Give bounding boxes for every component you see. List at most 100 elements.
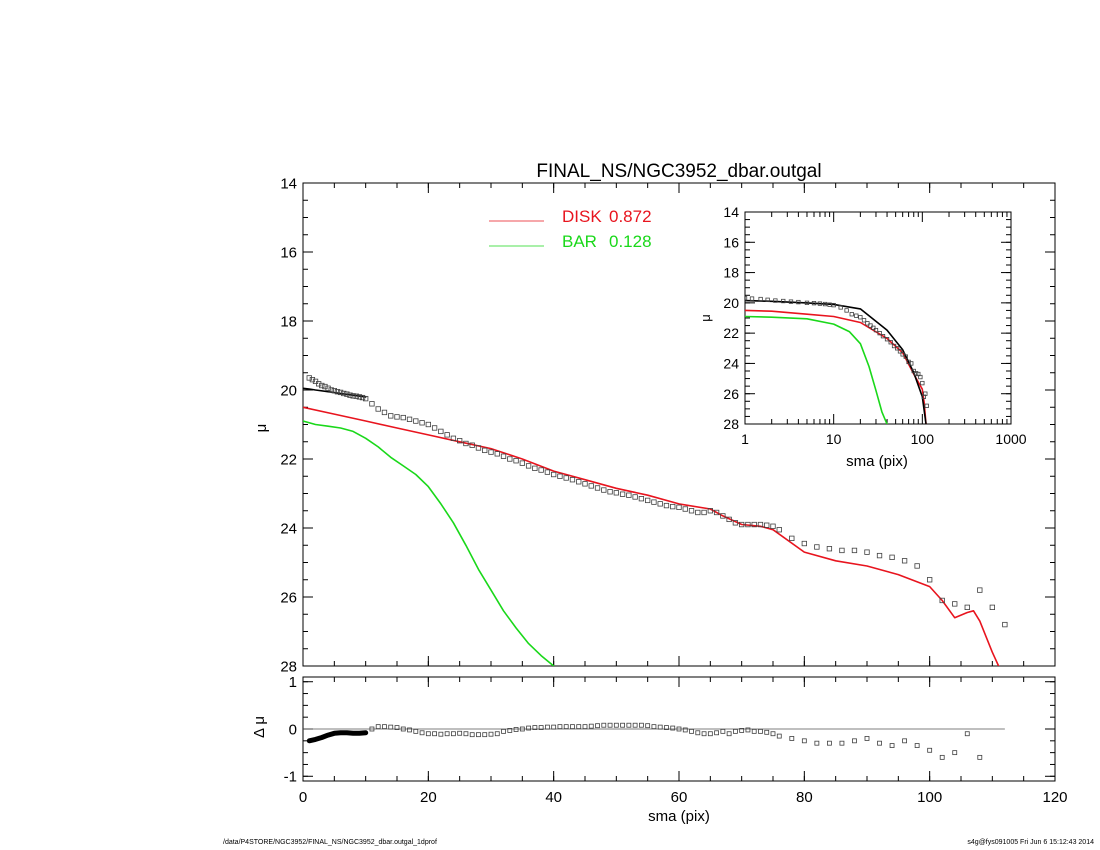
residual-residual-points-point [977,754,983,760]
residual-residual-points-point [488,731,494,737]
inset-data-point [909,361,914,366]
inset-data-point [804,300,810,306]
inset-xtick-label: 10 [826,431,842,447]
main-data-point [789,535,795,541]
main-tick-labels: 14 16 18 20 22 24 26 28 [280,175,297,675]
residual-residual-points-point [382,724,387,730]
main-data-point [751,521,757,528]
inset-bar-line [745,315,888,424]
main-data-point [538,467,544,473]
main-data-point [494,451,500,457]
main-ytick-label: 28 [280,658,297,675]
main-ytick-label: 20 [280,382,297,399]
main-data-point [713,509,720,516]
main-data-point [551,471,557,478]
inset-data-point [844,308,849,313]
main-data-point [513,458,519,464]
main-data-point [977,587,983,593]
main-data-point [939,597,945,604]
main-data-point [582,481,588,487]
inset-data-point [849,312,854,317]
inset-xtick-label: 100 [911,431,935,447]
main-data-point [406,416,413,422]
main-ytick-label: 18 [280,313,297,330]
main-data-point [334,389,341,395]
inset-data-point [900,352,905,357]
inset-disk-line [745,309,927,424]
main-data-point [359,394,366,401]
main-data-point [353,393,359,399]
footer-file-path: /data/P4STORE/NGC3952/FINAL_NS/NGC3952_d… [223,839,437,846]
main-data-point [952,601,958,607]
main-data-point [776,527,782,533]
residual-ytick-label: 1 [289,674,297,691]
main-data-point [851,547,858,554]
main-data-point [770,523,776,529]
residual-residual-points-point [444,731,450,737]
main-data-point [757,521,764,528]
main-ytick-label: 22 [280,451,297,468]
residual-ytick-label: -1 [284,769,297,786]
main-data-point [707,508,713,514]
main-data-point [557,473,563,479]
main-data-point [431,425,438,431]
residual-residual-points-point [664,725,669,730]
residual-residual-points-point [964,731,970,737]
residual-residual-points-point [407,727,412,733]
residual-xtick-label: 80 [796,789,813,806]
main-data-point [341,390,347,397]
main-total-line [303,387,367,398]
inset-data-point [796,299,801,305]
residual-residual-points-point [369,726,375,732]
main-data-point [482,447,488,454]
inset-data-point [865,321,870,326]
main-data-point [475,445,482,451]
main-data-point [463,440,469,447]
main-data-point [322,383,328,390]
residual-y-axis-label: Δ μ [251,716,268,738]
main-data-point [726,516,732,523]
inset-data-point [895,346,900,351]
residual-tick-marks [302,677,1056,781]
residual-residual-points-point [952,750,958,756]
main-data-point [544,469,551,475]
inset-ytick-label: 18 [723,265,739,281]
main-data-point [588,483,594,489]
inset-data-point [924,403,929,408]
residual-residual-points-point [939,754,945,760]
residual-residual-points-point [545,724,550,730]
main-data-point [444,432,450,438]
residual-series-layer [303,722,1005,760]
inset-xtick-label: 1000 [995,431,1026,447]
main-data-point [901,558,908,564]
residual-residual-points-point [745,727,751,733]
residual-residual-points-point [494,731,500,737]
residual-residual-points-point [764,729,770,735]
main-data-point [732,520,739,526]
main-data-point [601,487,607,493]
residual-residual-points-point [651,724,657,730]
residual-xtick-label: 40 [545,789,562,806]
inset-data-point [861,318,867,323]
inset-y-axis-label: μ [698,314,713,322]
main-data-point [814,544,820,550]
inset-x-axis-label: sma (pix) [846,453,908,470]
main-ytick-label: 14 [280,175,297,192]
residual-residual-points-point [425,731,431,737]
inset-data-point [758,296,763,302]
main-data-point [381,409,388,416]
inset-data-point [822,301,828,307]
residual-residual-points-point [739,728,745,733]
main-data-point [876,552,883,559]
main-data-point [739,521,745,528]
residual-residual-points-point [388,724,394,730]
inset-data-point [745,296,748,301]
residual-residual-points-point [814,740,820,746]
residual-residual-points-point [751,728,757,734]
main-data-point [425,421,431,428]
main-data-point [309,376,316,383]
main-data-point [889,554,895,560]
legend-disk-value: 0.872 [609,207,652,226]
main-bar-line [303,420,555,666]
main-data-point [720,513,726,519]
